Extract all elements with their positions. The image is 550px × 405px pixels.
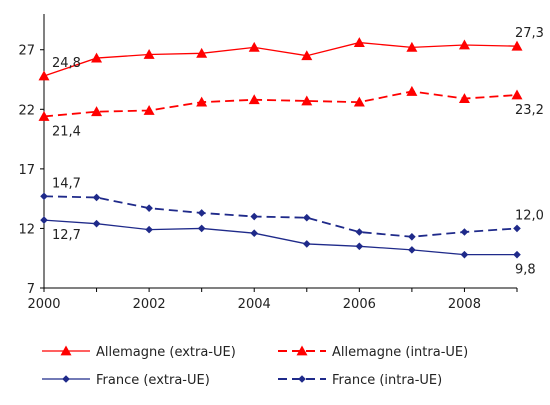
data-point: [196, 96, 208, 107]
data-point: [301, 50, 313, 61]
data-point: [91, 106, 103, 117]
data-point: [91, 52, 103, 63]
series-line: [43, 90, 518, 118]
data-point: [408, 232, 416, 241]
data-label: 21,4: [52, 124, 81, 139]
x-tick-label: 2002: [133, 297, 166, 312]
data-point: [511, 40, 523, 51]
data-point: [145, 204, 153, 212]
data-point: [40, 216, 48, 224]
data-label: 9,8: [515, 263, 536, 278]
data-point: [38, 70, 50, 81]
legend-item: France (intra-UE): [278, 373, 442, 388]
data-label: 12,7: [52, 228, 81, 243]
data-point: [143, 49, 155, 59]
x-tick-label: 2000: [27, 297, 60, 312]
data-point: [511, 89, 523, 100]
data-point: [143, 104, 155, 115]
legend-label: France (intra-UE): [332, 373, 442, 388]
data-point: [196, 47, 208, 58]
y-tick-label: 22: [18, 103, 35, 118]
data-label: 27,3: [515, 26, 544, 41]
data-point: [145, 225, 153, 234]
legend-swatch-marker: [296, 345, 308, 356]
data-label: 24,8: [52, 56, 81, 71]
data-point: [353, 37, 365, 47]
data-point: [40, 192, 48, 201]
legend: Allemagne (extra-UE) Allemagne (intra-UE)…: [42, 345, 468, 388]
data-point: [460, 228, 469, 236]
series-4: [40, 192, 521, 241]
data-point: [458, 39, 470, 50]
data-point: [250, 229, 259, 237]
legend-label: Allemagne (intra-UE): [332, 345, 468, 360]
data-point: [458, 93, 470, 103]
y-tick-label: 12: [18, 222, 35, 237]
y-tick-label: 27: [18, 44, 35, 59]
legend-swatch-marker: [62, 375, 70, 383]
legend-swatch-marker: [298, 375, 306, 383]
series-line: [43, 219, 517, 256]
data-label: 12,0: [515, 208, 544, 223]
data-point: [302, 240, 311, 248]
data-point: [355, 228, 364, 236]
series-2: [38, 85, 523, 121]
data-point: [355, 242, 364, 251]
legend-item: Allemagne (intra-UE): [278, 345, 468, 360]
series-layer: [38, 37, 523, 259]
data-point: [408, 246, 416, 254]
legend-swatch-marker: [60, 345, 72, 356]
x-tick-label: 2004: [238, 297, 271, 312]
x-tick-label: 2008: [448, 297, 481, 312]
data-point: [406, 85, 418, 96]
data-point: [197, 209, 206, 217]
data-point: [250, 212, 259, 221]
data-point: [302, 213, 311, 222]
legend-item: France (extra-UE): [42, 373, 210, 388]
legend-item: Allemagne (extra-UE): [42, 345, 236, 360]
data-point: [248, 41, 260, 52]
series-line: [43, 41, 518, 77]
data-point: [197, 224, 206, 233]
data-point: [513, 250, 521, 259]
data-point: [248, 94, 260, 105]
y-tick-label: 17: [18, 163, 35, 178]
data-label: 14,7: [52, 176, 81, 191]
data-point: [301, 95, 313, 106]
data-point: [38, 110, 50, 121]
legend-label: Allemagne (extra-UE): [96, 345, 236, 360]
data-point: [513, 224, 521, 233]
data-point: [406, 41, 418, 52]
data-point: [460, 250, 469, 259]
series-3: [40, 216, 521, 259]
series-line: [43, 195, 518, 238]
axes: 7 12 17 22 27 2000 2002 2004 2006 2008: [18, 14, 518, 312]
series-1: [38, 37, 523, 81]
legend-label: France (extra-UE): [96, 373, 210, 388]
data-point: [92, 219, 101, 228]
y-tick-label: 7: [27, 282, 35, 297]
data-point: [353, 96, 365, 107]
data-label: 23,2: [515, 103, 544, 118]
data-point: [92, 193, 101, 202]
data-labels: 24,8 27,3 21,4 23,2 14,7 12,0 12,7 9,8: [52, 26, 544, 277]
x-tick-label: 2006: [343, 297, 376, 312]
